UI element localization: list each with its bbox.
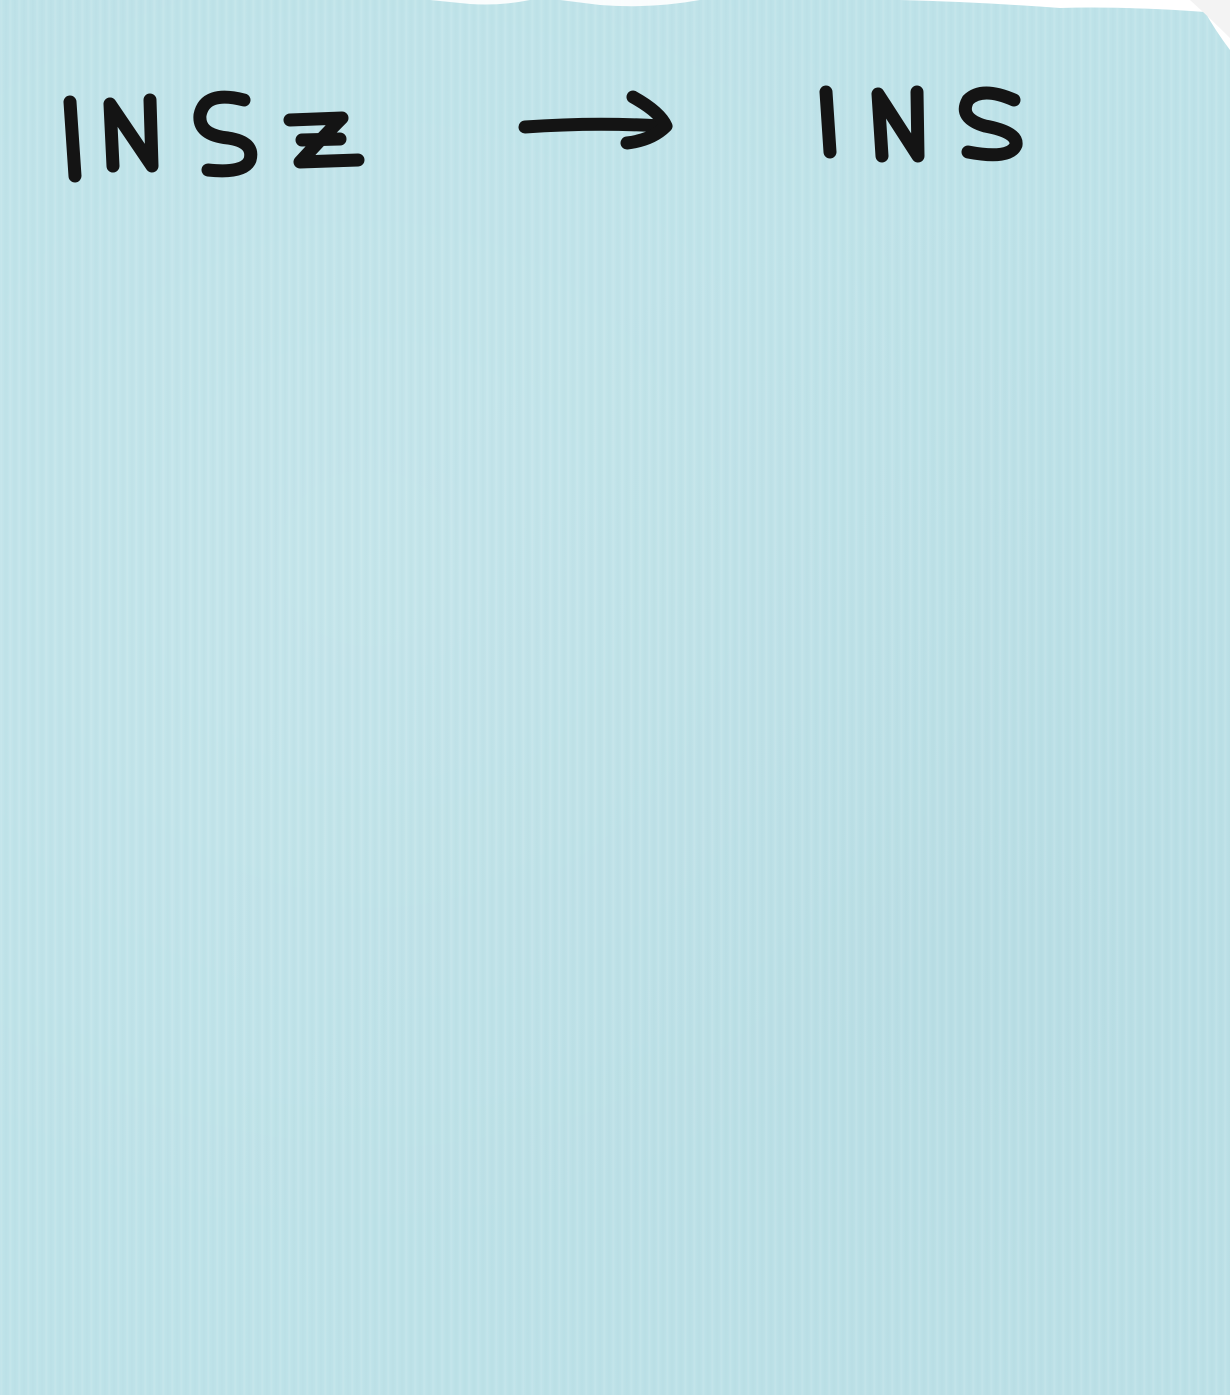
left-word — [63, 90, 365, 183]
right-word — [819, 85, 1023, 163]
arrow-icon — [518, 90, 673, 150]
paper-top-edge — [430, 0, 1230, 50]
handwritten-note — [63, 85, 1023, 183]
